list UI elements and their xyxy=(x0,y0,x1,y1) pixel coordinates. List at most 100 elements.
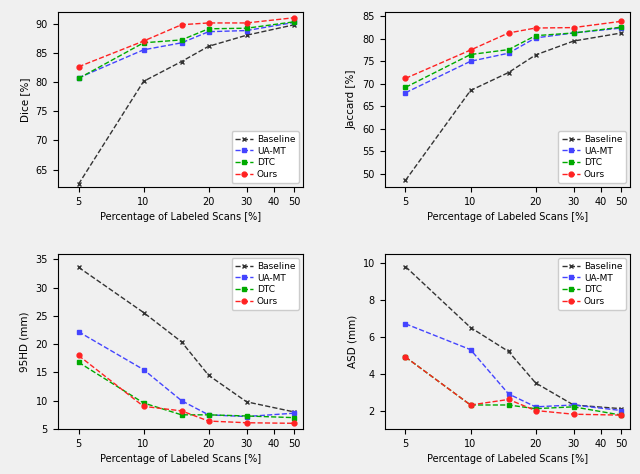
Y-axis label: ASD (mm): ASD (mm) xyxy=(347,315,357,368)
Baseline xyxy=(243,399,250,405)
Ours xyxy=(467,402,474,408)
DTC xyxy=(243,26,250,31)
Line: Ours: Ours xyxy=(403,355,624,418)
Baseline xyxy=(243,32,250,38)
DTC xyxy=(467,402,474,408)
DTC xyxy=(570,404,577,410)
UA-MT xyxy=(291,410,298,416)
UA-MT xyxy=(570,402,577,408)
UA-MT xyxy=(618,408,625,413)
Line: Ours: Ours xyxy=(403,19,624,81)
Baseline xyxy=(570,38,577,44)
DTC xyxy=(618,24,625,30)
Baseline xyxy=(140,310,147,315)
Line: DTC: DTC xyxy=(403,25,624,90)
UA-MT xyxy=(570,30,577,36)
Baseline xyxy=(532,380,540,386)
UA-MT xyxy=(532,404,540,410)
DTC xyxy=(243,413,250,419)
UA-MT xyxy=(178,398,186,403)
UA-MT xyxy=(205,412,212,418)
DTC xyxy=(140,40,147,46)
UA-MT xyxy=(205,29,212,35)
DTC xyxy=(505,47,513,53)
Line: UA-MT: UA-MT xyxy=(76,329,297,419)
UA-MT xyxy=(243,27,250,33)
Baseline xyxy=(178,59,186,64)
Ours xyxy=(205,418,212,424)
DTC xyxy=(178,412,186,418)
Ours xyxy=(205,20,212,26)
Baseline xyxy=(618,406,625,411)
UA-MT xyxy=(467,58,474,64)
Ours xyxy=(618,412,625,418)
Legend: Baseline, UA-MT, DTC, Ours: Baseline, UA-MT, DTC, Ours xyxy=(559,258,626,310)
UA-MT xyxy=(140,367,147,373)
DTC xyxy=(570,30,577,36)
Y-axis label: Dice [%]: Dice [%] xyxy=(20,77,30,122)
Baseline xyxy=(75,182,83,187)
Ours xyxy=(243,420,250,426)
Ours xyxy=(140,38,147,44)
UA-MT xyxy=(505,391,513,397)
DTC xyxy=(291,415,298,420)
X-axis label: Percentage of Labeled Scans [%]: Percentage of Labeled Scans [%] xyxy=(427,454,588,464)
UA-MT xyxy=(402,321,410,327)
UA-MT xyxy=(75,75,83,81)
DTC xyxy=(291,19,298,25)
Baseline xyxy=(75,264,83,270)
Line: Ours: Ours xyxy=(76,353,297,426)
Baseline xyxy=(402,178,410,183)
Line: UA-MT: UA-MT xyxy=(76,20,297,80)
Line: UA-MT: UA-MT xyxy=(403,26,624,95)
DTC xyxy=(178,37,186,43)
UA-MT xyxy=(618,25,625,31)
DTC xyxy=(402,354,410,360)
Line: Baseline: Baseline xyxy=(403,30,624,183)
Baseline xyxy=(467,325,474,330)
Line: DTC: DTC xyxy=(76,360,297,420)
X-axis label: Percentage of Labeled Scans [%]: Percentage of Labeled Scans [%] xyxy=(427,212,588,222)
Baseline xyxy=(570,402,577,408)
Line: Baseline: Baseline xyxy=(76,22,297,187)
Ours xyxy=(570,25,577,30)
UA-MT xyxy=(75,329,83,335)
Baseline xyxy=(467,88,474,93)
UA-MT xyxy=(243,414,250,419)
Baseline xyxy=(532,52,540,58)
Ours xyxy=(75,64,83,70)
Baseline xyxy=(402,264,410,269)
DTC xyxy=(205,412,212,418)
UA-MT xyxy=(532,35,540,41)
Ours xyxy=(505,397,513,402)
Baseline xyxy=(505,70,513,75)
Legend: Baseline, UA-MT, DTC, Ours: Baseline, UA-MT, DTC, Ours xyxy=(232,131,299,182)
Line: UA-MT: UA-MT xyxy=(403,321,624,413)
Baseline xyxy=(291,409,298,415)
Baseline xyxy=(205,44,212,49)
Line: Baseline: Baseline xyxy=(76,265,297,414)
Line: DTC: DTC xyxy=(403,355,624,418)
Ours xyxy=(75,353,83,358)
Ours xyxy=(140,403,147,409)
Ours xyxy=(243,20,250,26)
DTC xyxy=(467,52,474,57)
Baseline xyxy=(505,349,513,355)
DTC xyxy=(140,400,147,406)
Ours xyxy=(467,47,474,53)
Ours xyxy=(505,30,513,36)
Legend: Baseline, UA-MT, DTC, Ours: Baseline, UA-MT, DTC, Ours xyxy=(559,131,626,182)
UA-MT xyxy=(505,50,513,56)
Ours xyxy=(178,22,186,27)
Ours xyxy=(618,18,625,24)
UA-MT xyxy=(291,19,298,25)
Baseline xyxy=(291,22,298,27)
UA-MT xyxy=(467,347,474,353)
Ours xyxy=(570,411,577,417)
Line: Ours: Ours xyxy=(76,15,297,69)
DTC xyxy=(532,33,540,38)
DTC xyxy=(402,84,410,90)
Y-axis label: 95HD (mm): 95HD (mm) xyxy=(20,311,30,372)
Ours xyxy=(178,408,186,414)
DTC xyxy=(532,406,540,411)
